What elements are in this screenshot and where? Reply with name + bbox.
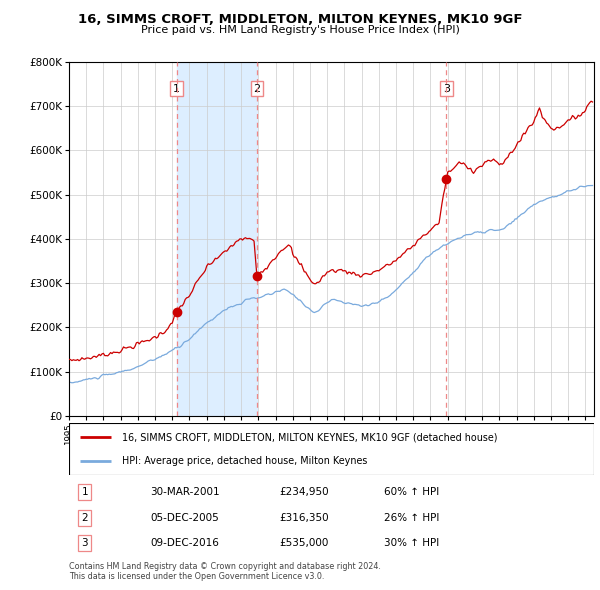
Text: 30% ↑ HPI: 30% ↑ HPI <box>384 538 439 548</box>
Text: £234,950: £234,950 <box>279 487 329 497</box>
Text: 1: 1 <box>82 487 88 497</box>
Text: HPI: Average price, detached house, Milton Keynes: HPI: Average price, detached house, Milt… <box>121 456 367 466</box>
Text: 3: 3 <box>443 84 450 93</box>
Text: 16, SIMMS CROFT, MIDDLETON, MILTON KEYNES, MK10 9GF (detached house): 16, SIMMS CROFT, MIDDLETON, MILTON KEYNE… <box>121 432 497 442</box>
Text: This data is licensed under the Open Government Licence v3.0.: This data is licensed under the Open Gov… <box>69 572 325 581</box>
Text: Price paid vs. HM Land Registry's House Price Index (HPI): Price paid vs. HM Land Registry's House … <box>140 25 460 35</box>
Text: 09-DEC-2016: 09-DEC-2016 <box>151 538 219 548</box>
Text: 1: 1 <box>173 84 180 93</box>
Text: 16, SIMMS CROFT, MIDDLETON, MILTON KEYNES, MK10 9GF: 16, SIMMS CROFT, MIDDLETON, MILTON KEYNE… <box>78 13 522 26</box>
Text: 30-MAR-2001: 30-MAR-2001 <box>151 487 220 497</box>
Text: 26% ↑ HPI: 26% ↑ HPI <box>384 513 439 523</box>
Text: 2: 2 <box>82 513 88 523</box>
Text: £316,350: £316,350 <box>279 513 329 523</box>
Text: £535,000: £535,000 <box>279 538 328 548</box>
Text: Contains HM Land Registry data © Crown copyright and database right 2024.: Contains HM Land Registry data © Crown c… <box>69 562 381 571</box>
Text: 2: 2 <box>253 84 260 93</box>
Bar <box>176 62 257 416</box>
Text: 3: 3 <box>82 538 88 548</box>
Text: 05-DEC-2005: 05-DEC-2005 <box>151 513 219 523</box>
Text: 60% ↑ HPI: 60% ↑ HPI <box>384 487 439 497</box>
